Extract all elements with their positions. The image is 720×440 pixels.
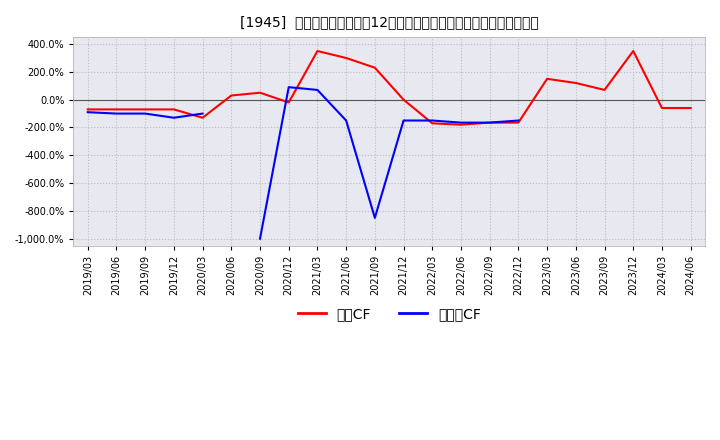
営業CF — [485, 120, 494, 125]
営業CF — [227, 93, 235, 98]
フリーCF — [284, 84, 293, 90]
営業CF — [686, 105, 695, 110]
営業CF — [657, 105, 666, 110]
営業CF — [600, 87, 609, 92]
営業CF — [629, 48, 637, 54]
営業CF — [543, 76, 552, 81]
営業CF — [456, 122, 465, 127]
営業CF — [170, 107, 179, 112]
営業CF — [399, 97, 408, 103]
フリーCF — [428, 118, 436, 123]
営業CF — [198, 115, 207, 121]
フリーCF — [686, 104, 695, 109]
営業CF — [84, 107, 92, 112]
営業CF — [313, 48, 322, 54]
フリーCF — [256, 236, 264, 241]
営業CF — [514, 120, 523, 125]
営業CF — [112, 107, 121, 112]
フリーCF — [84, 110, 92, 115]
営業CF — [141, 107, 150, 112]
フリーCF — [514, 118, 523, 123]
フリーCF — [456, 120, 465, 125]
Line: フリーCF: フリーCF — [88, 87, 690, 238]
フリーCF — [141, 111, 150, 116]
フリーCF — [399, 118, 408, 123]
フリーCF — [371, 215, 379, 220]
営業CF — [284, 100, 293, 105]
フリーCF — [170, 115, 179, 121]
Legend: 営業CF, フリーCF: 営業CF, フリーCF — [292, 301, 486, 326]
営業CF — [428, 121, 436, 126]
フリーCF — [198, 111, 207, 116]
フリーCF — [485, 120, 494, 125]
営業CF — [572, 81, 580, 86]
Title: [1945]  キャッシュフローの12か月移動合計の対前年同期増減率の推移: [1945] キャッシュフローの12か月移動合計の対前年同期増減率の推移 — [240, 15, 539, 29]
営業CF — [342, 55, 351, 61]
フリーCF — [112, 111, 121, 116]
営業CF — [371, 65, 379, 70]
フリーCF — [342, 118, 351, 123]
フリーCF — [313, 87, 322, 92]
Line: 営業CF: 営業CF — [88, 51, 690, 125]
営業CF — [256, 90, 264, 95]
